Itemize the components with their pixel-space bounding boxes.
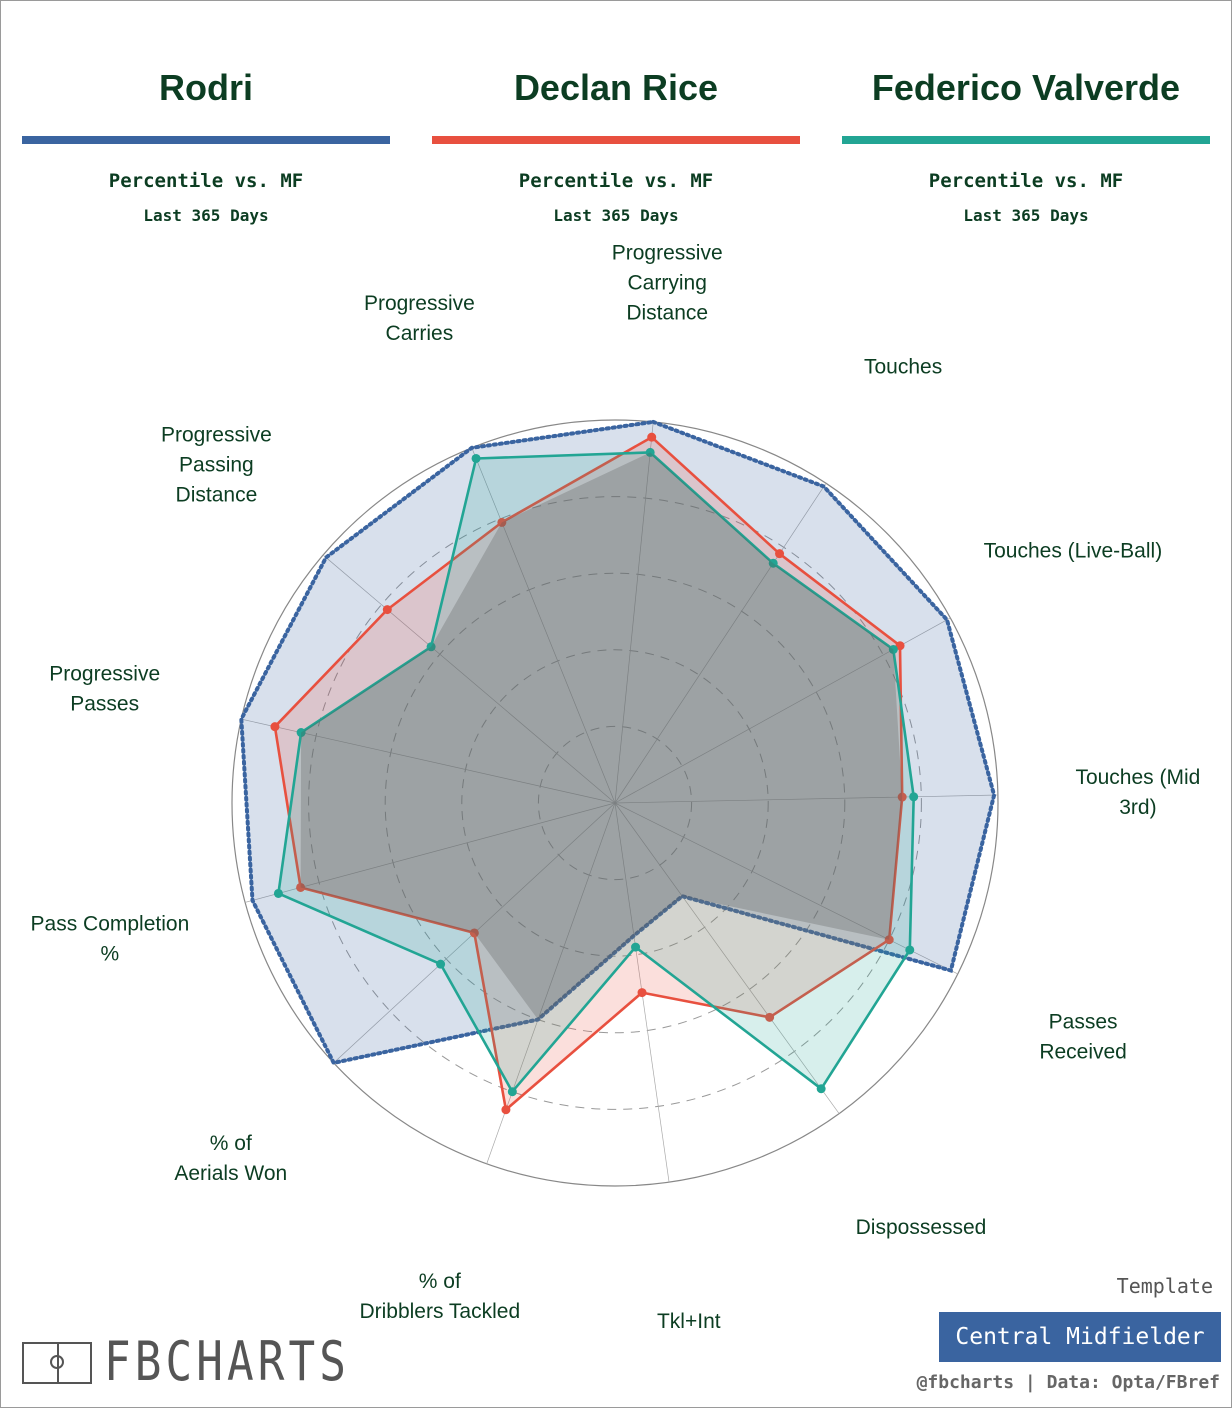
radar-spoke bbox=[471, 447, 616, 804]
series-point-1-1 bbox=[775, 549, 785, 559]
series-point-1-12 bbox=[497, 517, 507, 527]
radar-spoke bbox=[486, 802, 616, 1164]
radar-spoke bbox=[614, 421, 654, 804]
player-subtitle: Percentile vs. MF bbox=[108, 170, 304, 192]
player-header-declan-rice: Declan Rice Percentile vs. MF Last 365 D… bbox=[432, 66, 800, 225]
player-subtitle: Percentile vs. MF bbox=[928, 170, 1124, 192]
axis-label: Pass Completion% bbox=[31, 913, 190, 966]
player-header-rodri: Rodri Percentile vs. MF Last 365 Days bbox=[22, 66, 390, 225]
axis-label: % of Dribblers Tackled bbox=[359, 1270, 520, 1323]
series-point-2-8 bbox=[436, 959, 446, 969]
logo-text: FBCHARTS bbox=[104, 1330, 351, 1393]
series-point-1-0 bbox=[647, 432, 657, 442]
series-point-2-6 bbox=[631, 942, 641, 952]
series-point-1-5 bbox=[765, 1012, 775, 1022]
radar-outer-ring bbox=[231, 419, 999, 1187]
player-subtitle: Percentile vs. MF bbox=[518, 170, 714, 192]
series-point-2-11 bbox=[426, 642, 436, 652]
axis-label: Touches (Mid 3rd) bbox=[1075, 766, 1200, 819]
series-point-1-3 bbox=[897, 792, 907, 802]
series-point-2-1 bbox=[768, 558, 778, 568]
axis-label: Progressive Passing Distance bbox=[161, 423, 272, 506]
radar-spoke bbox=[614, 802, 840, 1114]
series-point-1-10 bbox=[270, 722, 280, 732]
series-outline-2 bbox=[277, 451, 916, 1093]
series-point-2-0 bbox=[645, 447, 655, 457]
player-name: Declan Rice bbox=[513, 67, 719, 108]
series-point-1-11 bbox=[382, 605, 392, 615]
series-area-0 bbox=[241, 421, 995, 1063]
template-label: Template bbox=[1116, 1274, 1213, 1298]
radar-spoke bbox=[614, 802, 958, 975]
axis-label: Touches bbox=[864, 356, 942, 379]
series-outline-1 bbox=[273, 435, 904, 1111]
player-color-bar bbox=[432, 136, 800, 144]
axis-label: % of Aerials Won bbox=[174, 1132, 287, 1185]
series-point-2-2 bbox=[888, 644, 898, 654]
series-point-1-8 bbox=[469, 928, 479, 938]
series-point-2-3 bbox=[909, 792, 919, 802]
series-area-2 bbox=[278, 452, 914, 1092]
radar-ring bbox=[537, 725, 693, 881]
series-point-1-2 bbox=[895, 641, 905, 651]
series-point-2-12 bbox=[471, 453, 481, 463]
series-point-1-7 bbox=[501, 1105, 511, 1115]
axis-label: Tkl+Int bbox=[657, 1310, 721, 1333]
axis-label: Dispossessed bbox=[856, 1216, 987, 1239]
series-point-1-9 bbox=[296, 882, 306, 892]
template-badge: Central Midfielder bbox=[939, 1312, 1221, 1362]
series-point-2-9 bbox=[273, 888, 283, 898]
player-period: Last 365 Days bbox=[963, 206, 1089, 225]
axis-label: Touches (Live-Ball) bbox=[984, 539, 1163, 562]
player-header-federico-valverde: Federico Valverde Percentile vs. MF Last… bbox=[842, 66, 1210, 225]
player-color-bar bbox=[22, 136, 390, 144]
series-point-2-7 bbox=[507, 1087, 517, 1097]
series-point-2-10 bbox=[296, 728, 306, 738]
player-color-bar bbox=[842, 136, 1210, 144]
radar-spoke bbox=[614, 483, 827, 804]
series-outline-0 bbox=[239, 419, 997, 1066]
series-point-2-5 bbox=[816, 1084, 826, 1094]
pitch-icon bbox=[22, 1342, 92, 1384]
radar-spoke bbox=[245, 802, 616, 903]
axis-label: Passes Received bbox=[1039, 1010, 1127, 1063]
radar-ring bbox=[461, 649, 769, 957]
axis-label: Progressive Carrying Distance bbox=[612, 242, 723, 325]
axis-label: Progressive Passes bbox=[49, 662, 160, 715]
player-period: Last 365 Days bbox=[553, 206, 679, 225]
series-point-1-4 bbox=[884, 935, 894, 945]
radar-spoke bbox=[614, 794, 998, 804]
overlap-shade bbox=[300, 452, 903, 1020]
series-point-1-6 bbox=[637, 988, 647, 998]
radar-ring bbox=[308, 496, 922, 1110]
series-area-1 bbox=[274, 437, 903, 1110]
radar-ring bbox=[384, 572, 846, 1034]
data-credit: @fbcharts | Data: Opta/FBref bbox=[916, 1372, 1220, 1393]
axis-label: Progressive Carries bbox=[364, 292, 475, 345]
player-name: Federico Valverde bbox=[871, 67, 1181, 108]
series-point-2-4 bbox=[905, 945, 915, 955]
player-period: Last 365 Days bbox=[143, 206, 269, 225]
radar-spoke bbox=[322, 554, 616, 804]
player-name: Rodri bbox=[159, 67, 253, 108]
